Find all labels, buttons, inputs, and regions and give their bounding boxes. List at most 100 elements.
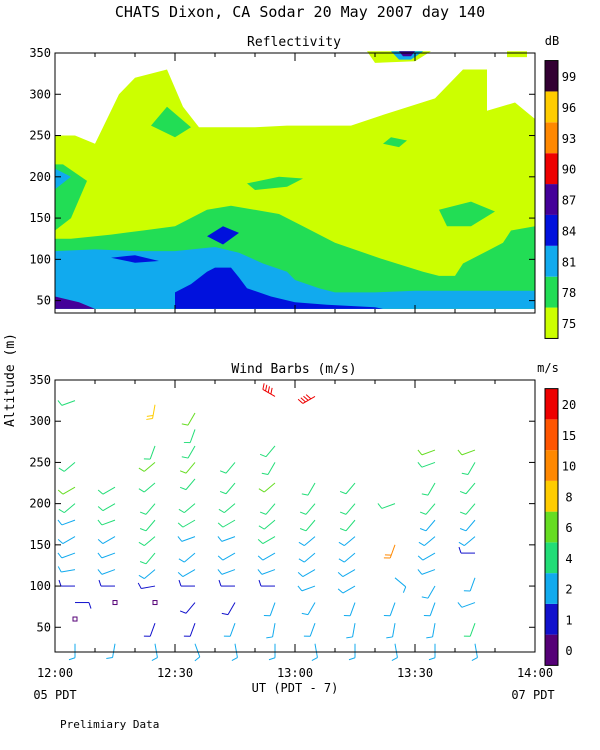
wind-barb-shaft [303, 552, 316, 563]
wind-barb [421, 585, 436, 599]
wind-barb [179, 462, 196, 474]
wind-barb [97, 569, 116, 575]
wind-barb-shaft [154, 643, 158, 658]
wind-barb [419, 519, 436, 532]
wind-barb-flag [217, 555, 224, 561]
wind-barb-flag [258, 579, 262, 587]
wind-barb [57, 536, 76, 545]
wind-barb [138, 462, 156, 472]
wind-barb [106, 643, 116, 659]
reflectivity-ytick-label: 350 [29, 46, 51, 60]
wind-barb-flag [177, 572, 184, 577]
wind-colorbar-swatch [545, 634, 558, 666]
wind-barb [257, 552, 276, 561]
reflectivity-colorbar-label: 96 [562, 101, 576, 115]
wind-barb-shaft [189, 622, 196, 637]
wind-barb-shaft [394, 643, 398, 658]
wind-barb [58, 462, 76, 472]
wind-barb-shaft [143, 462, 156, 472]
wind-barb-flag [417, 449, 423, 456]
wind-barb-flag [178, 558, 185, 563]
wind-barb-flag [181, 456, 189, 459]
reflectivity-colorbar-swatch [545, 153, 558, 185]
wind-barb-flag [57, 539, 64, 544]
wind-barb-shaft [467, 462, 476, 475]
wind-barb-flag [97, 552, 103, 559]
wind-barb-flag [339, 511, 347, 515]
wind-barb-shaft [345, 482, 356, 495]
reflectivity-colorbar-label: 93 [562, 132, 576, 146]
wind-barb-shaft [432, 623, 436, 638]
wind-barb-flag [301, 493, 309, 496]
left-local-time: 05 PDT [33, 688, 76, 702]
wind-barb [343, 602, 356, 617]
wind-barb [303, 622, 316, 637]
wind-barb [458, 536, 476, 547]
reflectivity-colorbar-swatch [545, 122, 558, 154]
reflectivity-ytick-label: 200 [29, 170, 51, 184]
wind-barb-flag [57, 566, 62, 573]
wind-colorbar-label: 4 [565, 552, 572, 566]
wind-barb-flag [177, 536, 183, 542]
wind-colorbar-label: 6 [565, 521, 572, 535]
wind-barb-flag [257, 569, 263, 575]
wind-barb [257, 569, 276, 575]
wind-barb-shaft [342, 569, 356, 578]
wind-barb-flag [106, 657, 113, 659]
wind-barb [181, 412, 196, 426]
wind-barb-shaft [149, 622, 156, 637]
wind-barb-shaft [427, 482, 436, 496]
wind-barb [458, 546, 475, 554]
wind-barb-shaft [61, 569, 76, 573]
wind-barb-shaft [343, 552, 356, 563]
wind-barbs-panel: Wind Barbs (m/s) 5010015020025030035012:… [29, 361, 576, 680]
reflectivity-ytick-label: 300 [29, 87, 51, 101]
wind-barb-shaft [301, 585, 316, 592]
wind-colorbar-label: 1 [565, 613, 572, 627]
wind-barb-shaft [465, 503, 476, 515]
wind-barb [339, 519, 356, 532]
wind-barb-flag [146, 414, 154, 417]
wind-barb [471, 643, 478, 661]
altitude-axis-label: Altitude (m) [3, 333, 18, 427]
wind-barb-flag [221, 612, 229, 616]
wind-barb [231, 643, 238, 661]
wind-barb-shaft [309, 622, 316, 637]
wind-barb-shaft [305, 519, 316, 532]
wind-barb-flag [194, 656, 201, 662]
wind-barb [461, 462, 476, 476]
wind-barb-flag [300, 397, 306, 403]
wind-barb [97, 519, 116, 526]
wind-barb [301, 482, 316, 496]
wind-barb-flag [348, 657, 356, 661]
wind-barb-flag [178, 508, 185, 514]
wind-barb-shaft [423, 536, 436, 546]
wind-barb [223, 622, 236, 637]
wind-barb-flag [139, 511, 147, 515]
reflectivity-axes: 50 100 150 200 250 300 350 [29, 46, 536, 313]
wind-barb-shaft [461, 602, 476, 608]
wind-barb-shaft [303, 536, 316, 546]
wind-barb-shaft [187, 445, 196, 459]
wind-barb-flag [58, 508, 65, 514]
wind-barb [179, 602, 196, 614]
wind-barb [218, 503, 236, 514]
wind-barb-flag [268, 657, 276, 661]
wind-ytick-label: 300 [29, 414, 51, 428]
wind-barbs-axes: 50 100 150 200 250 300 350 12:00 12:30 13:00 13:30… [29, 373, 553, 680]
wind-barb-shaft [63, 503, 76, 514]
wind-barb [97, 552, 116, 559]
wind-barb-shaft [302, 569, 316, 578]
wind-colorbar-unit: m/s [537, 361, 559, 375]
wind-colorbar-label: 2 [565, 583, 572, 597]
reflectivity-colorbar-label: 99 [562, 70, 576, 84]
wind-barb-flag [138, 574, 145, 580]
wind-barb-shaft [425, 519, 436, 532]
wind-barb-flag [97, 569, 103, 575]
wind-barb [139, 503, 156, 515]
wind-barb-shaft [102, 486, 116, 495]
wind-barb-flag [217, 522, 224, 528]
wind-xtick-label: 12:00 [37, 666, 73, 680]
wind-barb [463, 577, 476, 592]
wind-barb [417, 461, 436, 468]
